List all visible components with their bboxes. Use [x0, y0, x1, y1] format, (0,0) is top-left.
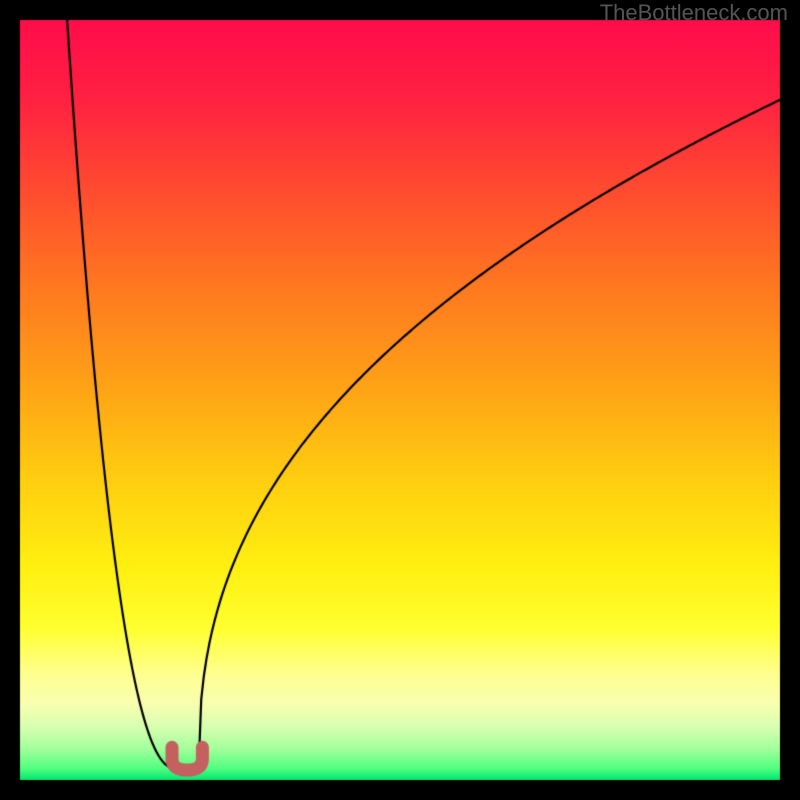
bottleneck-chart-canvas [0, 0, 800, 800]
chart-root: TheBottleneck.com [0, 0, 800, 800]
watermark-text: TheBottleneck.com [600, 0, 788, 26]
